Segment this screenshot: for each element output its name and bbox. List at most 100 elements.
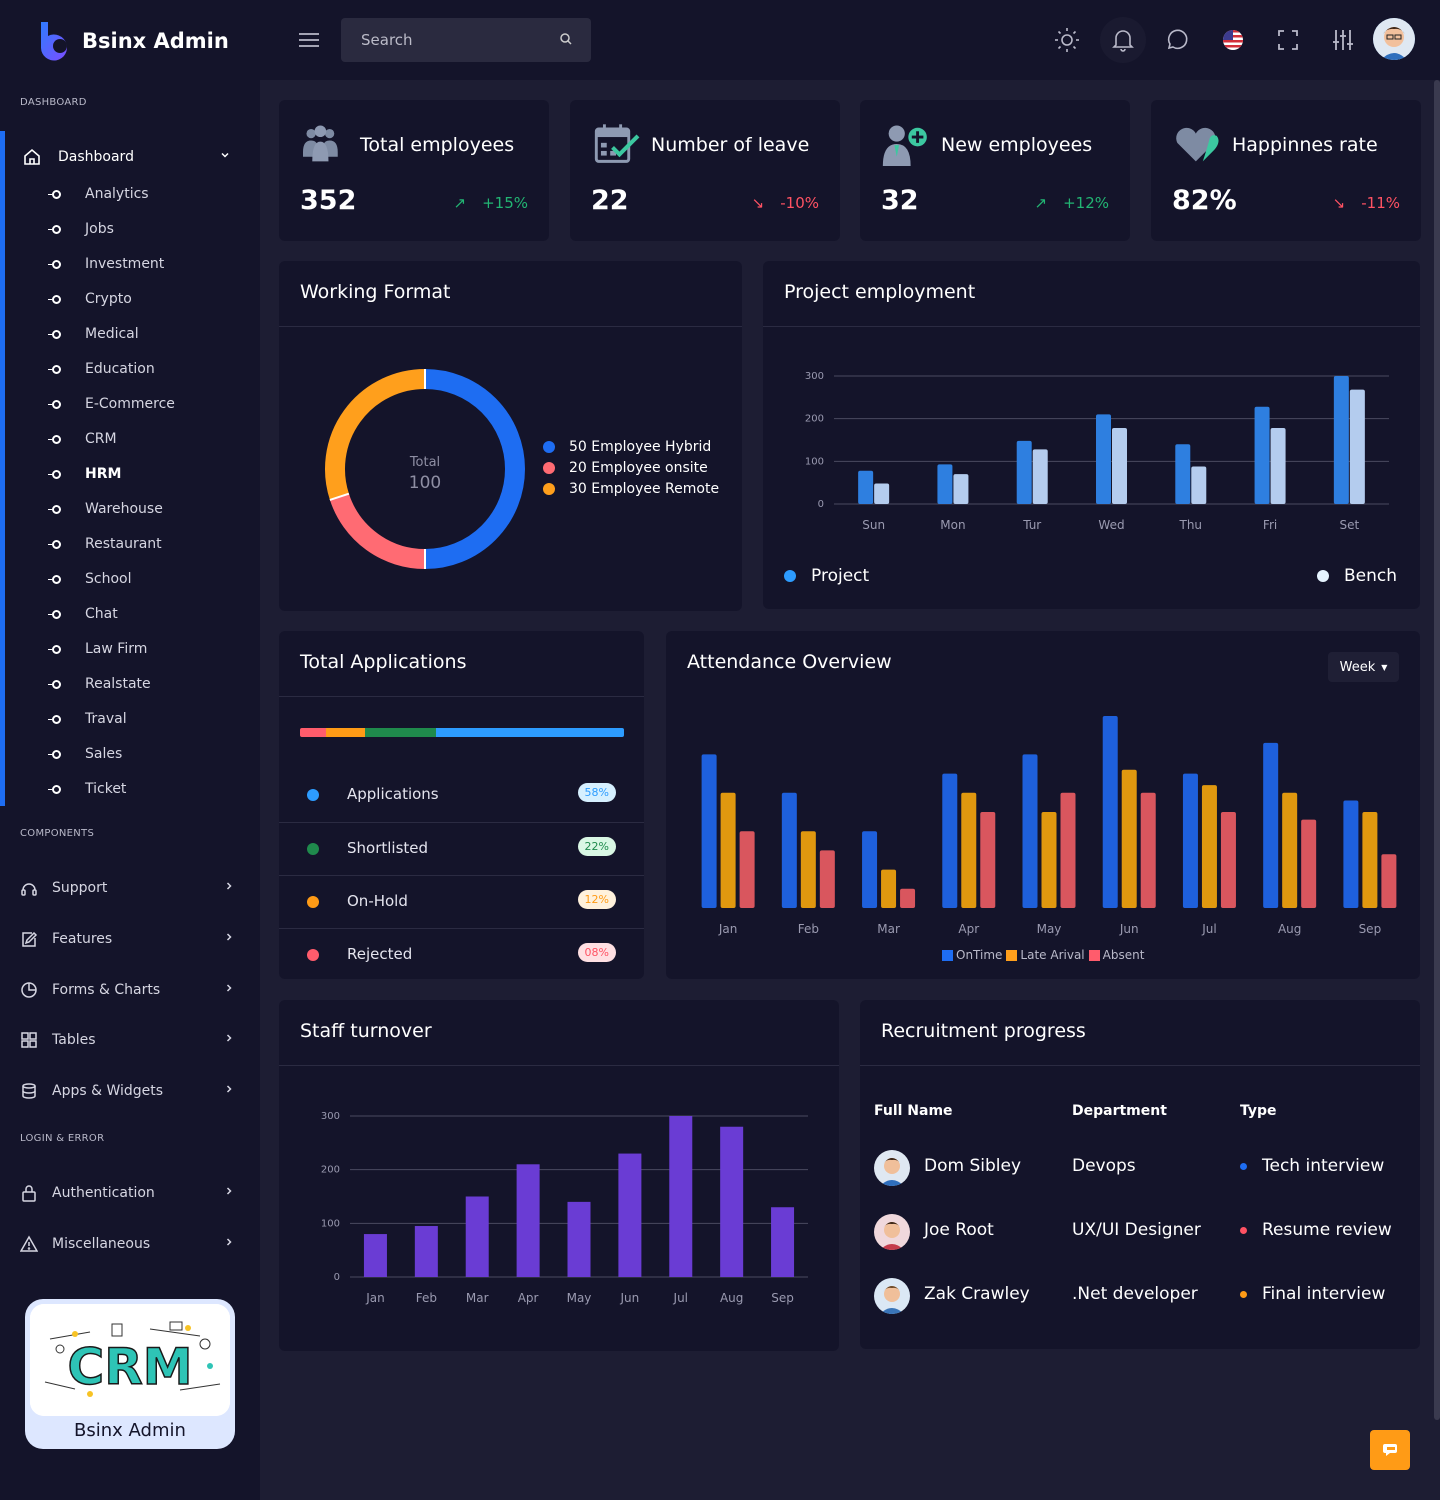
sidebar-subitem[interactable]: Investment bbox=[48, 254, 165, 274]
bar-ontime-may bbox=[1022, 754, 1038, 908]
bar-late-arival-apr bbox=[961, 792, 977, 908]
sidebar-subitem[interactable]: Medical bbox=[48, 324, 139, 344]
sidebar-subitem-label: Investment bbox=[85, 256, 165, 272]
sun-icon[interactable] bbox=[1053, 26, 1081, 54]
sidebar-subitem[interactable]: Chat bbox=[48, 604, 118, 624]
sidebar-subitem-label: E-Commerce bbox=[85, 396, 175, 412]
search-input[interactable] bbox=[341, 18, 591, 62]
user-avatar[interactable] bbox=[1373, 18, 1415, 60]
working-format-donut-chart: Total 100 bbox=[325, 369, 525, 569]
sidebar-item-features[interactable]: Features bbox=[20, 928, 235, 950]
sidebar-item-label: Apps & Widgets bbox=[52, 1083, 164, 1100]
progress-segment-applications bbox=[436, 728, 624, 737]
sidebar-subitem[interactable]: Ticket bbox=[48, 779, 126, 799]
sidebar-subitem[interactable]: Sales bbox=[48, 744, 123, 764]
bar-value-mar bbox=[465, 1196, 489, 1277]
legend-swatch bbox=[1088, 949, 1100, 961]
x-tick-label: Mar bbox=[466, 1291, 489, 1305]
card-title: Working Format bbox=[300, 281, 451, 303]
sidebar-subitem[interactable]: Crypto bbox=[48, 289, 132, 309]
fullscreen-icon[interactable] bbox=[1274, 26, 1302, 54]
sidebar-subitem-label: Sales bbox=[85, 746, 123, 762]
x-tick-label: Mon bbox=[940, 518, 965, 532]
sidebar-subitem[interactable]: Education bbox=[48, 359, 155, 379]
menu-icon[interactable] bbox=[299, 32, 319, 48]
donut-slice-employee-hybrid bbox=[424, 369, 525, 569]
stat-title: Number of leave bbox=[651, 134, 810, 156]
bar-value-aug bbox=[720, 1126, 744, 1277]
bullet-icon bbox=[48, 784, 61, 794]
period-dropdown[interactable]: Week ▼ bbox=[1328, 652, 1399, 682]
application-status-row[interactable]: On-Hold 12% bbox=[279, 875, 644, 927]
sidebar-subitem[interactable]: CRM bbox=[48, 429, 117, 449]
bullet-icon bbox=[48, 609, 61, 619]
application-status-row[interactable]: Rejected 08% bbox=[279, 928, 644, 980]
us-flag-icon[interactable] bbox=[1219, 26, 1247, 54]
percentage-badge: 58% bbox=[577, 783, 616, 802]
x-tick-label: Feb bbox=[798, 922, 819, 936]
sidebar-item-miscellaneous[interactable]: Miscellaneous bbox=[20, 1233, 235, 1255]
candidate-department: .Net developer bbox=[1072, 1284, 1198, 1304]
status-label: Rejected bbox=[347, 945, 413, 963]
sidebar-item-tables[interactable]: Tables bbox=[20, 1029, 235, 1051]
application-status-row[interactable]: Applications 58% bbox=[279, 769, 644, 821]
sidebar-item-dashboard[interactable]: Dashboard bbox=[22, 145, 237, 169]
sidebar-subitem[interactable]: Warehouse bbox=[48, 499, 163, 519]
sidebar-item-authentication[interactable]: Authentication bbox=[20, 1182, 235, 1204]
legend-label: 20 Employee onsite bbox=[569, 460, 708, 476]
sidebar-subitem[interactable]: Jobs bbox=[48, 219, 114, 239]
sidebar-subitem[interactable]: Traval bbox=[48, 709, 127, 729]
status-dot bbox=[1240, 1226, 1247, 1234]
legend-label: Late Arival bbox=[1020, 948, 1085, 962]
caret-down-icon: ▼ bbox=[1381, 662, 1388, 672]
grid-icon bbox=[21, 1032, 37, 1049]
bullet-icon bbox=[48, 189, 61, 199]
sidebar-subitem[interactable]: Analytics bbox=[48, 184, 149, 204]
sidebar: Bsinx Admin DASHBOARD Dashboard Analytic… bbox=[0, 0, 260, 1500]
attendance-overview-card: Attendance Overview Week ▼ Jan Feb Mar Apr Ma… bbox=[666, 631, 1420, 979]
avatar[interactable] bbox=[874, 1150, 910, 1186]
edit-icon bbox=[22, 931, 38, 947]
percentage-badge: 08% bbox=[577, 943, 616, 962]
bullet-icon bbox=[48, 504, 61, 514]
notification-button[interactable] bbox=[1100, 17, 1146, 63]
y-tick-label: 300 bbox=[321, 1111, 340, 1122]
sidebar-item-apps-widgets[interactable]: Apps & Widgets bbox=[20, 1080, 235, 1102]
sidebar-item-label: Dashboard bbox=[58, 149, 134, 165]
page-scrollbar[interactable] bbox=[1434, 80, 1440, 1420]
staff-turnover-bar-chart: 0 100 200 300 Jan Feb Mar Apr May Jun Jul Aug Sep bbox=[321, 1111, 808, 1305]
chevron-right-icon bbox=[226, 1085, 232, 1093]
avatar[interactable] bbox=[874, 1278, 910, 1314]
promo-card[interactable]: CRM Bsinx Admin bbox=[25, 1299, 235, 1449]
sidebar-item-support[interactable]: Support bbox=[20, 877, 235, 899]
search-icon[interactable] bbox=[559, 32, 573, 46]
brand-logo[interactable]: Bsinx Admin bbox=[38, 20, 229, 62]
donut-slice-employee-onsite bbox=[329, 493, 426, 569]
sidebar-item-label: Tables bbox=[52, 1032, 96, 1049]
bar-late-arival-mar bbox=[881, 869, 897, 908]
sidebar-subitem[interactable]: Law Firm bbox=[48, 639, 147, 659]
x-tick-label: Tur bbox=[1022, 518, 1041, 532]
topbar bbox=[260, 0, 1440, 80]
status-dot bbox=[1240, 1162, 1247, 1170]
bar-bench-wed bbox=[1112, 428, 1127, 504]
candidate-name: Joe Root bbox=[924, 1220, 994, 1240]
sliders-icon[interactable] bbox=[1329, 26, 1357, 54]
period-dropdown-label: Week bbox=[1339, 659, 1376, 675]
sidebar-subitem[interactable]: Restaurant bbox=[48, 534, 162, 554]
y-tick-label: 100 bbox=[805, 456, 824, 467]
logo-icon bbox=[41, 22, 67, 61]
sidebar-item-forms-charts[interactable]: Forms & Charts bbox=[20, 979, 235, 1001]
application-status-row[interactable]: Shortlisted 22% bbox=[279, 822, 644, 874]
bullet-icon bbox=[48, 224, 61, 234]
sidebar-subitem[interactable]: E-Commerce bbox=[48, 394, 175, 414]
chat-support-button[interactable] bbox=[1370, 1430, 1410, 1470]
sidebar-subitem[interactable]: Realstate bbox=[48, 674, 151, 694]
chat-icon[interactable] bbox=[1163, 26, 1191, 54]
avatar[interactable] bbox=[874, 1214, 910, 1250]
promo-title: Bsinx Admin bbox=[74, 1420, 186, 1441]
divider bbox=[279, 1065, 839, 1066]
sidebar-subitem[interactable]: HRM bbox=[48, 464, 122, 484]
sidebar-subitem[interactable]: School bbox=[48, 569, 131, 589]
sidebar-subitem-label: HRM bbox=[85, 466, 122, 482]
